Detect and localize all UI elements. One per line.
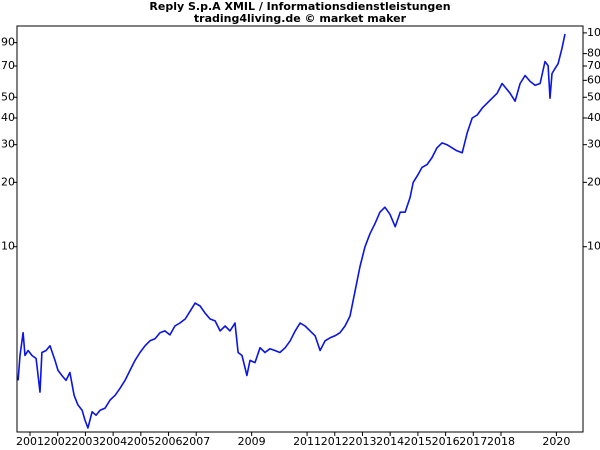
chart-title: Reply S.p.A XMIL / Informationsdienstlei… [149, 0, 450, 13]
y-tick-label: 30 [1, 138, 15, 151]
y-tick-label: 70 [1, 59, 15, 72]
x-tick-label: 2013 [348, 435, 376, 448]
x-tick-label: 2020 [542, 435, 570, 448]
x-tick-label: 2001 [16, 435, 44, 448]
y-tick-label: 90 [1, 36, 15, 49]
y2-tick-label: 10 [587, 240, 600, 253]
x-tick-label: 2017 [459, 435, 487, 448]
y2-tick-label: 30 [587, 138, 600, 151]
y2-tick-label: 50 [587, 90, 600, 103]
x-tick-label: 2016 [432, 435, 460, 448]
y2-tick-label: 60 [587, 73, 600, 86]
x-tick-label: 2009 [238, 435, 266, 448]
y-tick-label: 10 [1, 240, 15, 253]
x-tick-label: 2002 [44, 435, 72, 448]
y2-tick-label: 80 [587, 47, 600, 60]
x-tick-label: 2015 [404, 435, 432, 448]
chart-subtitle: trading4living.de © market maker [194, 12, 407, 25]
y2-tick-label: 20 [587, 175, 600, 188]
x-tick-label: 2007 [182, 435, 210, 448]
x-tick-label: 2005 [127, 435, 155, 448]
x-tick-label: 2006 [155, 435, 183, 448]
y2-tick-label: 70 [587, 59, 600, 72]
x-tick-label: 2012 [321, 435, 349, 448]
y-tick-label: 20 [1, 175, 15, 188]
x-tick-label: 2011 [293, 435, 321, 448]
x-tick-label: 2003 [71, 435, 99, 448]
x-tick-label: 2014 [376, 435, 404, 448]
plot-frame [16, 25, 584, 433]
y-tick-label: 50 [1, 90, 15, 103]
x-tick-label: 2018 [487, 435, 515, 448]
y-tick-label: 40 [1, 111, 15, 124]
y2-tick-label: 10 [587, 26, 600, 39]
x-tick-label: 2004 [99, 435, 127, 448]
y2-tick-label: 40 [587, 111, 600, 124]
price-line [17, 33, 566, 429]
